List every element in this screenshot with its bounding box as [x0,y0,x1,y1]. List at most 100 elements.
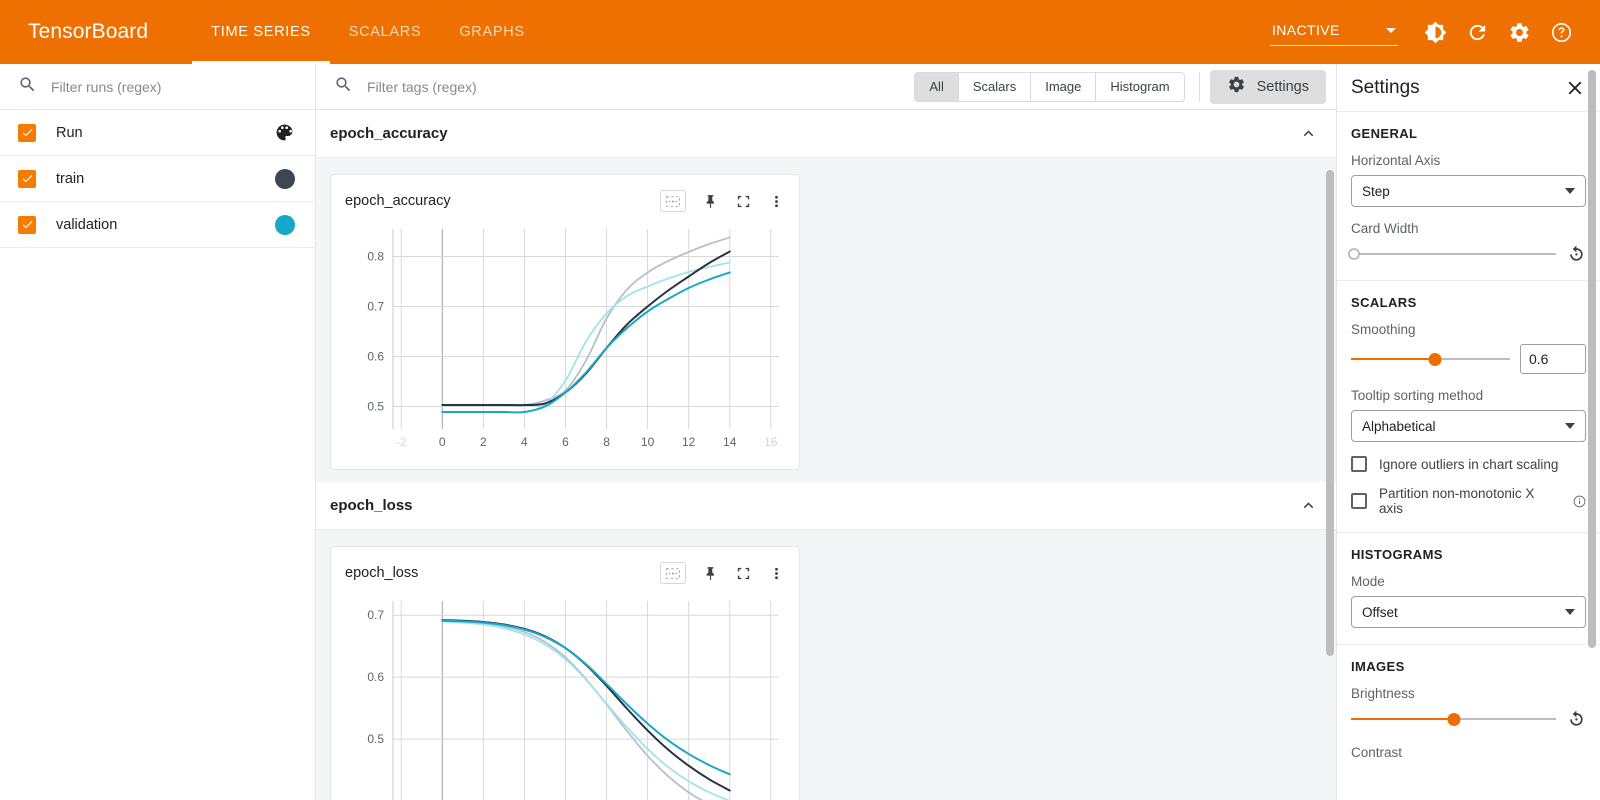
settings-toggle-button[interactable]: Settings [1209,69,1326,104]
smoothing-value: 0.6 [1529,351,1549,367]
filter-scalars[interactable]: Scalars [958,72,1032,101]
settings-section-images: IMAGES Brightness [1337,645,1600,783]
tab-time-series[interactable]: TIME SERIES [192,0,330,64]
more-vert-icon[interactable] [768,193,785,210]
reset-brightness-icon[interactable] [1566,709,1586,729]
card-actions [660,190,785,212]
pin-icon[interactable] [702,565,719,582]
reset-card-width-icon[interactable] [1566,244,1586,264]
card-header: epoch_accuracy [345,187,785,215]
close-icon[interactable] [1564,77,1586,99]
runs-filter-input[interactable] [51,78,301,95]
group-header[interactable]: epoch_loss [316,482,1336,530]
card-width-slider[interactable] [1348,245,1556,263]
smoothing-value-input[interactable]: 0.6 [1520,344,1586,374]
settings-scrollbar[interactable] [1588,70,1596,648]
ignore-outliers-checkbox[interactable] [1351,456,1367,472]
svg-text:0.6: 0.6 [367,670,384,684]
filter-histogram[interactable]: Histogram [1096,72,1184,101]
run-status-dropdown[interactable]: INACTIVE [1270,18,1398,46]
filter-all[interactable]: All [915,72,959,101]
slider-fill [1351,718,1454,720]
svg-text:14: 14 [723,435,737,449]
settings-button-label: Settings [1256,78,1309,95]
run-item-validation[interactable]: validation [0,202,315,248]
fullscreen-icon[interactable] [735,565,752,582]
partition-x-axis-checkbox[interactable] [1351,493,1367,509]
contrast-label: Contrast [1351,745,1403,760]
settings-gear-icon[interactable] [1500,13,1538,51]
partition-x-axis-row[interactable]: Partition non-monotonic X axis [1351,486,1586,516]
line-chart-epoch-accuracy[interactable]: 0.5 0.6 0.7 0.8 -2 0 2 4 6 8 10 12 14 16 [345,223,785,455]
tab-graphs[interactable]: GRAPHS [440,0,543,64]
content-scrollbar[interactable] [1326,170,1334,656]
settings-section-scalars: SCALARS Smoothing 0.6 Tooltip sorting me… [1337,281,1600,533]
section-title: SCALARS [1351,295,1417,310]
settings-scroll-region: GENERAL Horizontal Axis Step Card Width [1337,112,1600,800]
horizontal-axis-value: Step [1362,183,1390,199]
help-icon[interactable] [1542,13,1580,51]
data-table-icon[interactable] [660,190,686,212]
group-title: epoch_accuracy [330,125,448,142]
tag-group-epoch-loss: epoch_loss epoch_loss [316,482,1336,800]
chevron-down-icon [1565,188,1575,194]
ignore-outliers-row[interactable]: Ignore outliers in chart scaling [1351,456,1586,472]
chevron-up-icon[interactable] [1299,496,1318,515]
brightness-slider[interactable] [1351,710,1556,728]
tag-filter-input[interactable] [367,78,915,95]
run-color-dot[interactable] [275,214,295,235]
slider-track [1351,253,1556,255]
color-palette-icon[interactable] [274,122,295,143]
tooltip-sort-select[interactable]: Alphabetical [1351,410,1586,442]
chevron-down-icon [1565,609,1575,615]
search-icon [18,75,37,99]
main-content: All Scalars Image Histogram Settings [316,64,1336,800]
brightness-icon[interactable] [1416,13,1454,51]
filter-image[interactable]: Image [1031,72,1097,101]
chevron-up-icon[interactable] [1299,124,1318,143]
histogram-mode-select[interactable]: Offset [1351,596,1586,628]
pin-icon[interactable] [702,193,719,210]
app-body: Run train validation [0,64,1600,800]
slider-knob[interactable] [1447,712,1460,726]
tab-label: SCALARS [348,24,422,40]
slider-knob[interactable] [1428,352,1442,366]
main-tabs: TIME SERIES SCALARS GRAPHS [192,0,544,64]
svg-text:6: 6 [562,435,569,449]
run-checkbox[interactable] [18,215,36,234]
tab-label: TIME SERIES [211,24,311,40]
brightness-label: Brightness [1351,686,1415,701]
slider-knob[interactable] [1348,248,1360,260]
group-header[interactable]: epoch_accuracy [316,110,1336,158]
group-title: epoch_loss [330,497,413,514]
run-color-dot[interactable] [275,168,295,189]
group-body: epoch_loss [316,530,1336,800]
smoothing-slider[interactable] [1351,350,1510,368]
gear-icon [1227,75,1246,98]
info-icon[interactable] [1573,495,1586,508]
more-vert-icon[interactable] [768,565,785,582]
runs-header-row[interactable]: Run [0,110,315,156]
horizontal-axis-select[interactable]: Step [1351,175,1586,207]
refresh-icon[interactable] [1458,13,1496,51]
chart-card-epoch-loss: epoch_loss [330,546,800,800]
svg-text:2: 2 [480,435,487,449]
ignore-outliers-label: Ignore outliers in chart scaling [1379,456,1559,472]
settings-section-general: GENERAL Horizontal Axis Step Card Width [1337,112,1600,281]
smoothing-label: Smoothing [1351,322,1416,337]
run-checkbox-all[interactable] [18,123,36,142]
tab-scalars[interactable]: SCALARS [330,0,441,64]
section-title: IMAGES [1351,659,1405,674]
data-table-icon[interactable] [660,562,686,584]
fullscreen-icon[interactable] [735,193,752,210]
svg-text:8: 8 [603,435,610,449]
svg-text:4: 4 [521,435,528,449]
svg-text:16: 16 [764,435,778,449]
tooltip-sort-value: Alphabetical [1362,418,1436,434]
run-label: validation [56,216,118,233]
run-item-train[interactable]: train [0,156,315,202]
run-checkbox[interactable] [18,169,36,188]
search-icon [334,75,353,99]
chevron-down-icon [1565,423,1575,429]
